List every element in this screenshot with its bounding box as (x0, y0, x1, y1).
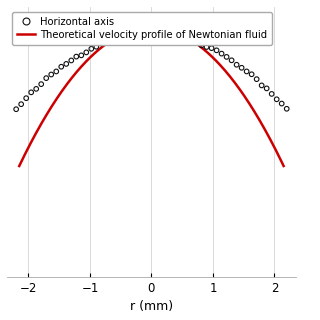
Point (159, 31, 164, 36)
Point (174, 33, 179, 38)
Point (34, 86, 39, 92)
Point (94, 44, 99, 49)
Point (224, 54, 229, 60)
Point (104, 40, 109, 45)
Point (269, 91, 274, 96)
Point (274, 97, 279, 102)
Point (19, 102, 24, 107)
Point (204, 44, 209, 50)
Point (69, 58, 74, 63)
Point (28, 90, 34, 95)
Point (189, 38, 194, 44)
Point (79, 53, 84, 58)
Point (74, 54, 79, 59)
Point (154, 31, 159, 36)
Point (114, 35, 119, 40)
Point (259, 83, 264, 88)
Point (134, 32, 139, 37)
Point (84, 50, 89, 55)
Point (254, 76, 259, 82)
Point (149, 30, 154, 36)
Point (59, 64, 64, 69)
Point (109, 38, 114, 44)
Point (124, 33, 129, 38)
Point (199, 43, 204, 48)
Point (139, 31, 144, 36)
Point (99, 41, 104, 46)
Point (49, 72, 54, 77)
Point (244, 69, 249, 74)
Point (89, 46, 94, 51)
Point (279, 101, 284, 106)
Point (234, 62, 239, 67)
Point (119, 35, 124, 40)
Point (44, 76, 49, 81)
Point (219, 51, 224, 56)
Point (169, 31, 174, 36)
Point (214, 48, 219, 53)
Legend: Horizontal axis, Theoretical velocity profile of Newtonian fluid: Horizontal axis, Theoretical velocity pr… (12, 12, 272, 45)
Point (264, 86, 269, 91)
Point (54, 69, 59, 74)
Point (284, 106, 289, 111)
Point (14, 107, 19, 112)
Point (184, 35, 189, 40)
Point (239, 65, 244, 70)
Point (64, 61, 69, 67)
Point (194, 39, 199, 44)
Point (229, 58, 234, 63)
Point (144, 32, 149, 37)
Point (209, 45, 214, 51)
Point (164, 32, 169, 37)
Point (24, 96, 29, 101)
Point (249, 72, 254, 77)
Point (179, 35, 184, 40)
X-axis label: r (mm): r (mm) (130, 300, 173, 313)
Point (39, 82, 44, 87)
Point (129, 34, 134, 39)
